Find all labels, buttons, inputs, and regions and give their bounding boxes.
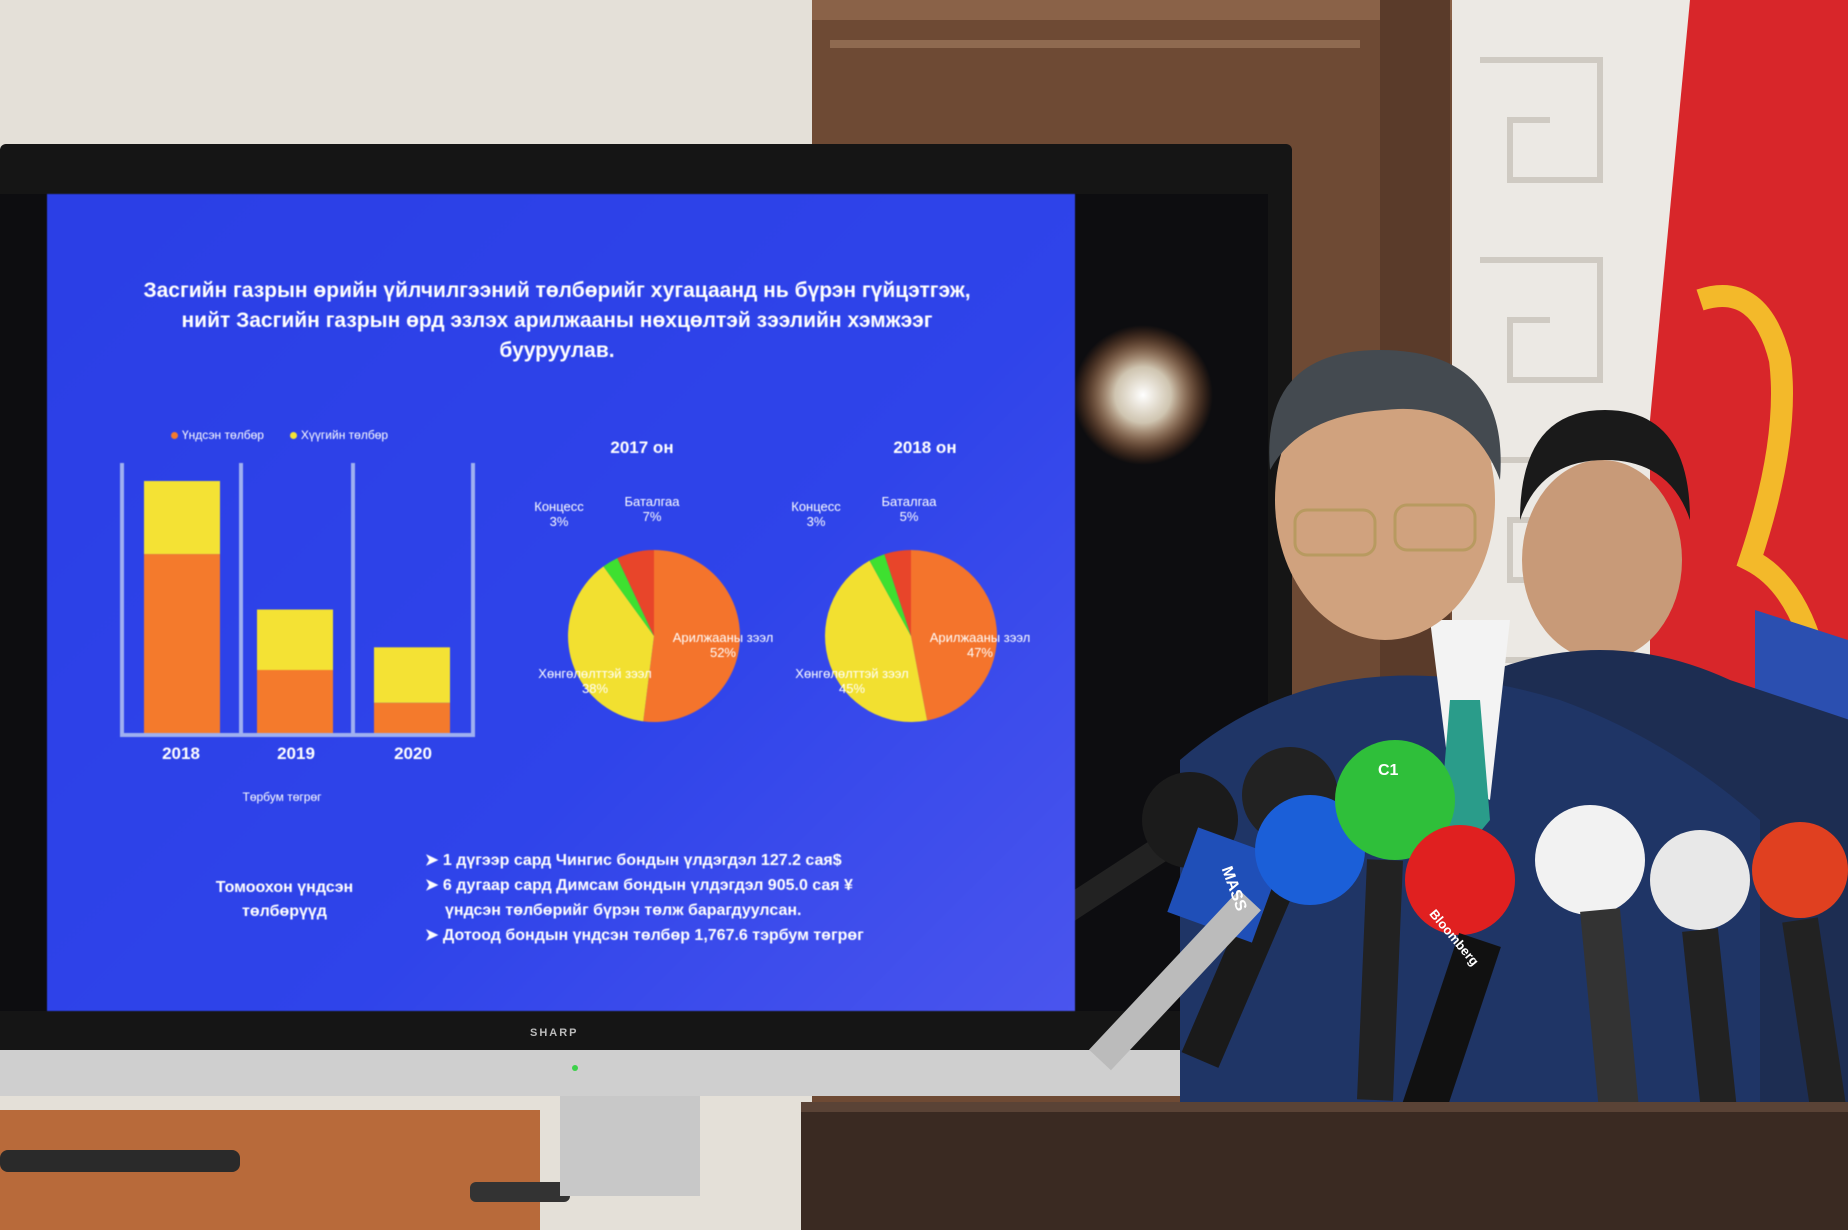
mongolian-flag	[1650, 0, 1848, 720]
pie-title: 2017 он	[610, 438, 674, 457]
pie-slice-label: Баталгаа 5%	[881, 494, 937, 524]
tv-brand-logo: SHARP	[530, 1027, 579, 1039]
speaker-face	[1275, 360, 1495, 640]
chart-gridline	[239, 463, 243, 733]
pie-slice	[617, 550, 654, 636]
bar-segment-principal	[144, 554, 220, 733]
chart-gridline	[351, 463, 355, 733]
pie-slice	[643, 550, 740, 722]
microphone-cluster	[952, 740, 1848, 1127]
bullet-list: ➤ 1 дүгээр сард Чингис бондын үлдэгдэл 1…	[425, 848, 864, 948]
legend-item: Үндсэн төлбөр	[171, 428, 264, 442]
pie-slice	[568, 566, 654, 722]
pie-title: 2018 он	[893, 438, 957, 457]
tv-stand	[560, 1096, 700, 1196]
pie-slice-label: Арилжааны зээл 47%	[929, 630, 1031, 660]
person-background	[1522, 460, 1682, 660]
bar-axis-label: Төрбум төгрөг	[242, 790, 322, 804]
legend-swatch	[289, 432, 297, 439]
pie-slice	[911, 550, 997, 721]
legend-label: Хүүгийн төлбөр	[300, 428, 389, 442]
legend-swatch	[171, 432, 178, 439]
bar-legend: Үндсэн төлбөр Хүүгийн төлбөр	[171, 428, 388, 442]
legend-item: Хүүгийн төлбөр	[289, 428, 389, 442]
bar-segment-interest	[257, 609, 333, 670]
bullet-item: ➤ Дотоод бондын үндсэн төлбөр 1,767.6 тэ…	[425, 927, 864, 944]
keyboard	[0, 1150, 240, 1172]
presentation-slide: Засгийн газрын өрийн үйлчилгээний төлбөр…	[47, 194, 1075, 1011]
bar-segment-interest	[374, 647, 450, 703]
legend-label: Үндсэн төлбөр	[182, 428, 264, 442]
chart-gridline	[120, 463, 124, 733]
bullet-item: ➤ 6 дугаар сард Димсам бондын үлдэгдэл 9…	[425, 877, 853, 894]
power-led-icon	[572, 1065, 578, 1071]
bar-chart	[120, 463, 475, 737]
bar-category-label: 2020	[394, 744, 432, 763]
pie-slice-label: Хөнгөлөлттэй зээл 45%	[795, 666, 909, 696]
pie-slice	[825, 560, 928, 722]
bar-category-label: 2019	[277, 744, 315, 763]
pie-slice-label: Арилжааны зээл 52%	[672, 630, 774, 660]
light-glare	[1073, 325, 1213, 465]
slide-title: Засгийн газрын өрийн үйлчилгээний төлбөр…	[143, 279, 971, 362]
mic-label: C1	[1378, 762, 1399, 779]
pie-slice-label: Концесс 3%	[791, 499, 841, 529]
pie-slice-label: Баталгаа 7%	[624, 494, 680, 524]
bar-category-label: 2018	[162, 744, 200, 763]
pie-slice	[884, 550, 911, 636]
bar-segment-principal	[257, 670, 333, 733]
bullet-item: ➤ 1 дүгээр сард Чингис бондын үлдэгдэл 1…	[425, 852, 842, 869]
pie-slice	[603, 558, 654, 636]
pie-charts	[568, 550, 997, 722]
bullet-item-continued: үндсэн төлбөрийг бүрэн төлж барагдуулсан…	[445, 902, 802, 919]
chart-baseline	[120, 733, 475, 737]
chart-gridline	[471, 463, 475, 733]
footer-heading: Томоохон үндсэн төлбөрүүд	[215, 879, 354, 920]
bar-segment-interest	[144, 481, 220, 555]
remote-control	[470, 1182, 570, 1202]
pie-slice	[869, 554, 911, 636]
pie-slice-label: Концесс 3%	[534, 499, 584, 529]
bar-segment-principal	[374, 702, 450, 733]
pie-slice-label: Хөнгөлөлттэй зээл 38%	[538, 666, 652, 696]
podium	[801, 1102, 1848, 1230]
